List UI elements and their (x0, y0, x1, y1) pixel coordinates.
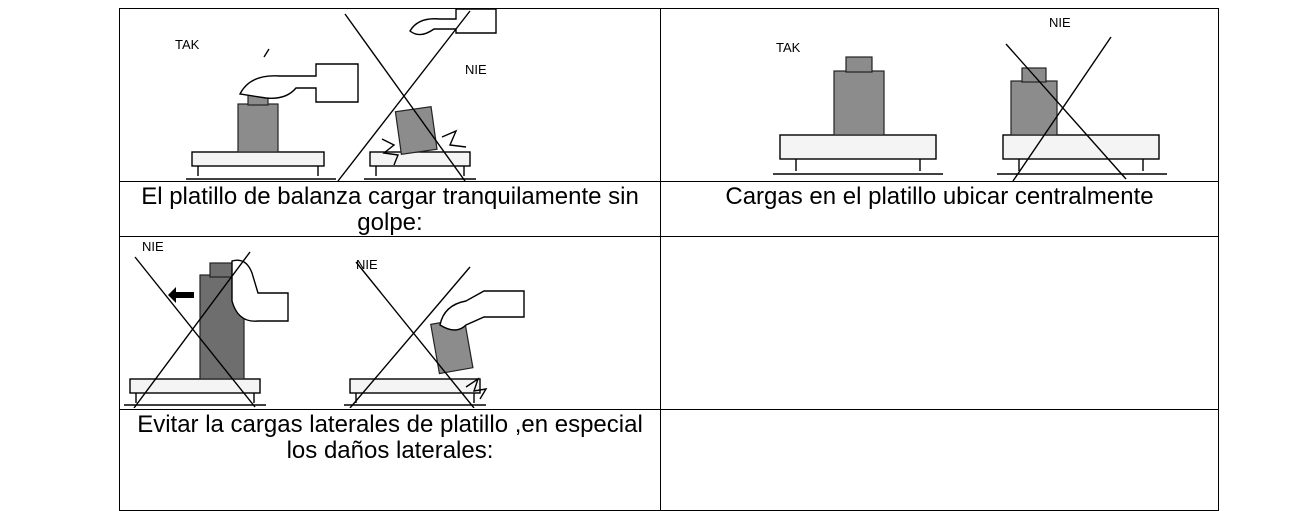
scale-pan (369, 151, 471, 167)
scale-base (997, 159, 1167, 175)
arrow (168, 287, 194, 303)
scale-base (186, 166, 336, 180)
weight-top (845, 56, 873, 73)
label: NIE (142, 239, 164, 254)
illustration-cell: TAK NIE (119, 8, 661, 182)
cross (349, 261, 475, 408)
empty-cell (660, 409, 1219, 511)
hand (439, 290, 525, 331)
hand (231, 259, 289, 322)
label: TAK (776, 40, 801, 55)
hand (238, 63, 359, 103)
empty-cell (660, 236, 1219, 410)
scale-base (773, 159, 943, 175)
label: TAK (175, 37, 200, 52)
label: NIE (356, 257, 378, 272)
weight (833, 70, 885, 136)
hand (409, 9, 497, 36)
scale-pan (191, 151, 325, 167)
illustration-lateral-load: NIE NIE (124, 239, 525, 408)
label: NIE (1049, 15, 1071, 30)
cross (133, 251, 256, 408)
scale-base (364, 166, 476, 180)
scale-pan (779, 134, 937, 160)
scale-pan (1002, 134, 1160, 160)
illustration-row: NIE NIE (119, 236, 1219, 410)
cross (337, 10, 471, 181)
instruction-table: TAK NIE TAK (119, 8, 1219, 511)
arrow (263, 48, 270, 58)
caption-row: Evitar la cargas laterales de platillo ,… (119, 409, 1219, 511)
caption: Cargas en el platillo ubicar centralment… (660, 181, 1219, 237)
impact (465, 377, 488, 400)
weight-top (209, 262, 235, 278)
caption-row: El platillo de balanza cargar tranquilam… (119, 181, 1219, 237)
illustration-gentle-loading: TAK NIE (175, 9, 497, 181)
scale-base (124, 393, 266, 406)
weight (237, 103, 279, 153)
scale-base (344, 393, 486, 406)
illustration-centered-load: TAK NIE (773, 15, 1167, 181)
illustration-cell: NIE NIE (119, 236, 661, 410)
scale-pan (129, 378, 261, 394)
caption: El platillo de balanza cargar tranquilam… (119, 181, 661, 237)
illustration-cell: TAK NIE (660, 8, 1219, 182)
label: NIE (465, 62, 487, 77)
illustration-row: TAK NIE TAK (119, 8, 1219, 182)
cross (1005, 36, 1127, 181)
impact (381, 129, 467, 166)
weight (1010, 80, 1058, 136)
scale-pan (349, 378, 481, 394)
caption: Evitar la cargas laterales de platillo ,… (119, 409, 661, 511)
